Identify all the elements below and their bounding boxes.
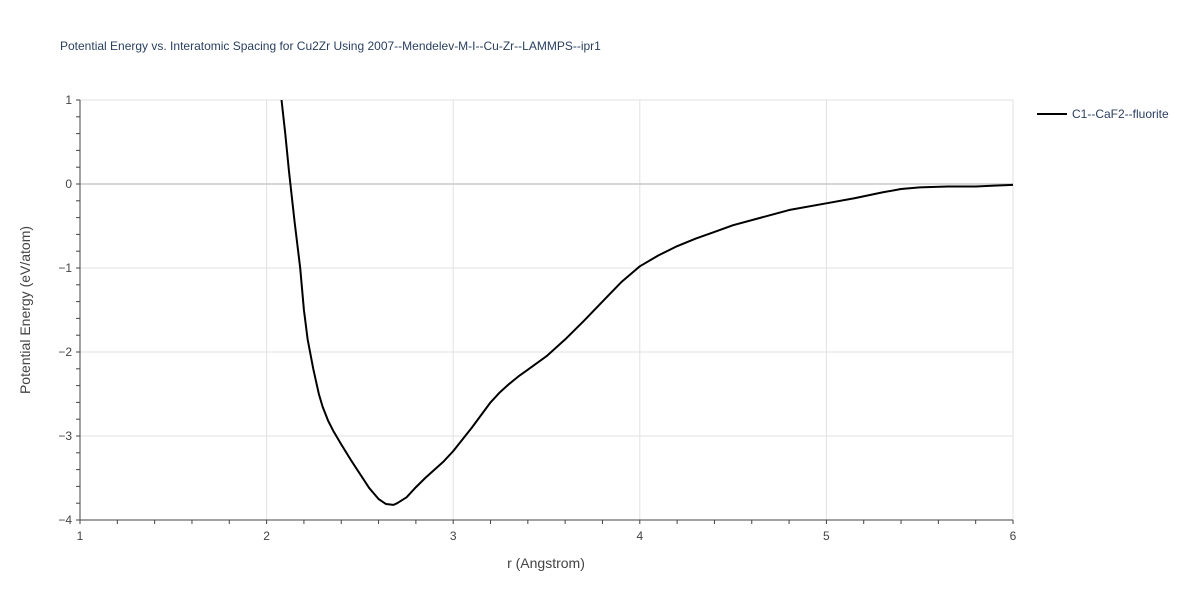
x-tick-label: 4 [636,529,643,543]
y-tick-label: 1 [65,93,72,107]
y-gridlines [80,99,1013,437]
x-tick-label: 1 [77,529,84,543]
x-axis-title: r (Angstrom) [507,555,585,571]
legend-label: C1--CaF2--fluorite [1072,107,1169,121]
x-tick-labels: 1 2 3 4 5 6 [77,529,1017,543]
y-axis-title: Potential Energy (eV/atom) [17,226,33,394]
x-tick-label: 3 [450,529,457,543]
x-tick-label: 5 [823,529,830,543]
series-line-c1-caf2-fluorite [280,99,1014,506]
x-tick-label: 6 [1010,529,1017,543]
chart-title: Potential Energy vs. Interatomic Spacing… [60,39,601,53]
y-tick-labels: 1 0 −1 −2 −3 −4 [58,93,72,527]
x-tick-label: 2 [263,529,270,543]
x-minor-ticks [79,520,1014,524]
legend[interactable]: C1--CaF2--fluorite [1037,107,1169,121]
y-tick-label: 0 [65,177,72,191]
y-tick-label: −2 [58,345,72,359]
y-minor-ticks [76,99,80,521]
y-tick-label: −1 [58,261,72,275]
y-tick-label: −4 [58,513,72,527]
y-tick-label: −3 [58,429,72,443]
